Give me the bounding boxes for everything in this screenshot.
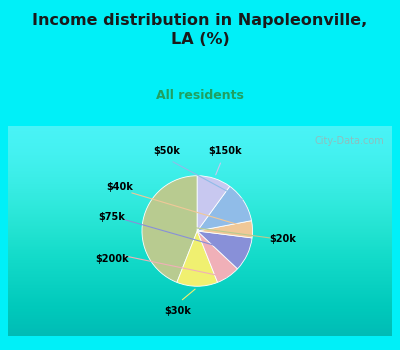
Text: $50k: $50k	[154, 146, 180, 156]
Text: $200k: $200k	[95, 254, 128, 264]
Text: $20k: $20k	[270, 234, 296, 244]
Wedge shape	[197, 186, 252, 231]
Wedge shape	[197, 231, 238, 282]
Wedge shape	[197, 176, 230, 231]
Text: All residents: All residents	[156, 89, 244, 102]
Text: City-Data.com: City-Data.com	[314, 136, 384, 147]
Text: $30k: $30k	[164, 306, 191, 316]
Text: $75k: $75k	[98, 212, 125, 222]
Text: Income distribution in Napoleonville,
LA (%): Income distribution in Napoleonville, LA…	[32, 13, 368, 47]
Wedge shape	[197, 231, 252, 269]
Text: $150k: $150k	[208, 146, 242, 156]
Text: $40k: $40k	[106, 182, 133, 192]
Wedge shape	[177, 231, 218, 286]
Wedge shape	[142, 176, 197, 282]
Wedge shape	[197, 220, 252, 238]
